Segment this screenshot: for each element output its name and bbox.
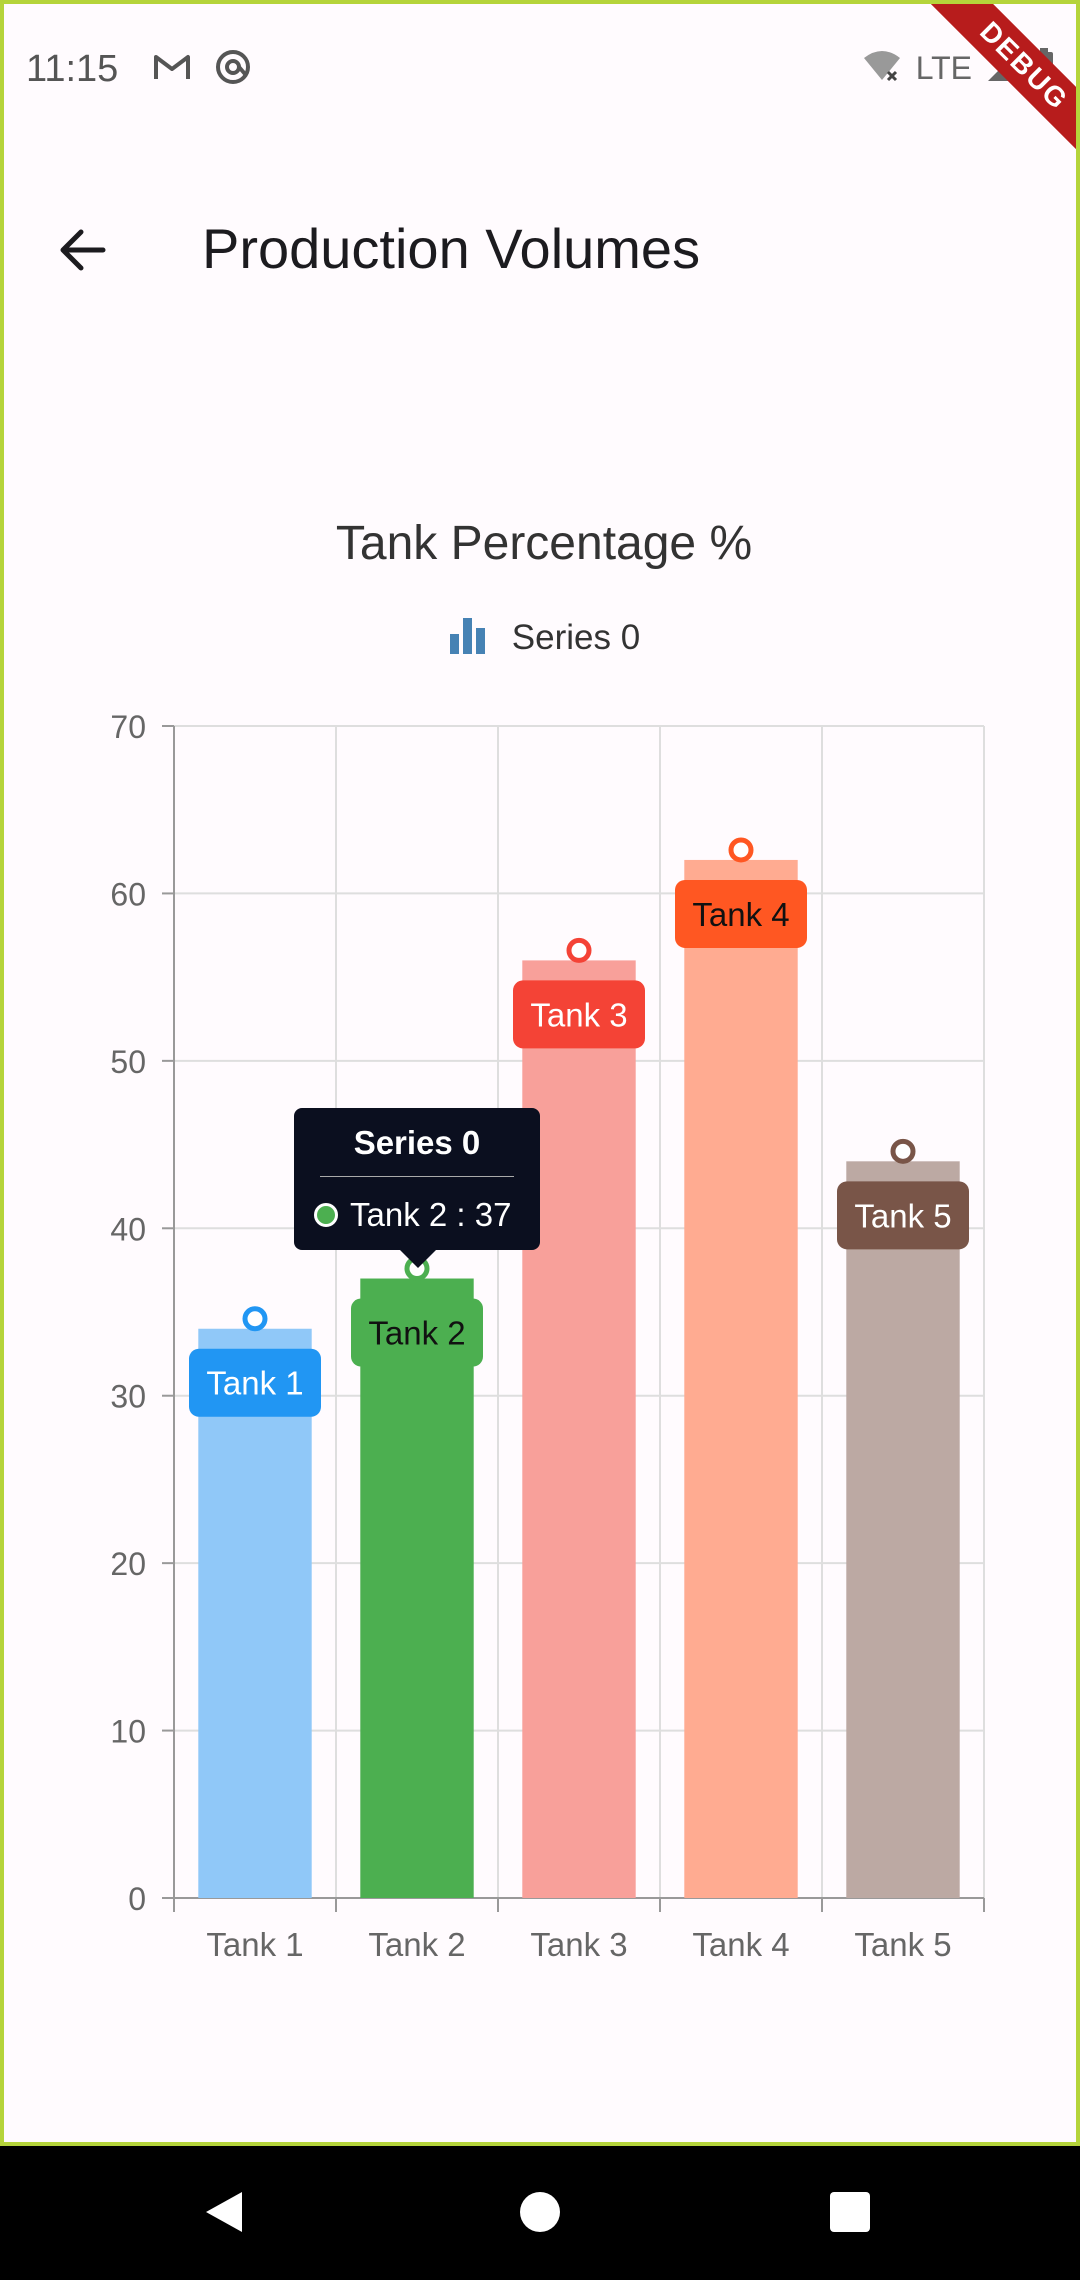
chart-legend[interactable]: Series 0 (4, 616, 1076, 659)
chart-title: Tank Percentage % (335, 517, 753, 570)
gmail-icon (152, 51, 192, 88)
data-label: Tank 3 (530, 996, 627, 1033)
wifi-off-icon (862, 50, 902, 87)
data-label-box (351, 1298, 483, 1367)
nav-back-icon (202, 2188, 246, 2241)
nav-home-button[interactable] (508, 2182, 572, 2246)
y-tick-label: 0 (128, 1881, 146, 1917)
at-sign-icon (214, 48, 252, 91)
bar[interactable] (360, 1278, 474, 1898)
data-label-box (189, 1348, 321, 1417)
status-bar: 11:15 LTE DEBUG (4, 4, 1076, 174)
back-button[interactable] (44, 214, 120, 290)
nav-home-icon (518, 2190, 562, 2239)
bar[interactable] (684, 859, 798, 1898)
nav-recents-icon (828, 2190, 872, 2239)
nav-back-button[interactable] (192, 2182, 256, 2246)
data-marker (728, 837, 754, 863)
status-notifications (152, 48, 252, 91)
status-time: 11:15 (26, 48, 119, 90)
y-tick-label: 60 (110, 876, 146, 912)
y-tick-label: 70 (110, 709, 146, 745)
x-tick-label: Tank 4 (692, 1926, 789, 1963)
data-label: Tank 4 (692, 896, 789, 933)
data-label: Tank 5 (854, 1197, 951, 1234)
data-marker (566, 937, 592, 963)
page-title: Production Volumes (202, 217, 701, 280)
data-label-box (513, 980, 645, 1049)
legend-label: Series 0 (511, 617, 641, 657)
tooltip-row: Tank 2 : 37 (314, 1196, 511, 1234)
y-tick-label: 10 (110, 1714, 146, 1750)
y-tick-label: 50 (110, 1044, 146, 1080)
chart-tooltip: Series 0 Tank 2 : 37 (294, 1108, 540, 1268)
navigation-bar (0, 2146, 1080, 2280)
data-marker (890, 1138, 916, 1164)
y-tick-label: 30 (110, 1379, 146, 1415)
data-label-box (675, 879, 807, 948)
bar-chart-icon (448, 616, 488, 659)
x-tick-label: Tank 5 (854, 1926, 951, 1963)
tooltip-text: Tank 2 : 37 (350, 1196, 512, 1233)
bar[interactable] (846, 1161, 960, 1898)
tooltip-divider (320, 1176, 514, 1177)
tooltip-title: Series 0 (353, 1124, 481, 1161)
bar-chart[interactable]: 0 10 20 30 40 50 60 70 Tank 1 Tank 1 Tank 2 Tank 2 T… (4, 684, 1080, 1984)
data-marker (242, 1306, 268, 1332)
tooltip-arrow (400, 1250, 436, 1268)
bar[interactable] (522, 960, 636, 1898)
x-tick-label: Tank 2 (368, 1926, 465, 1963)
app-frame: 11:15 LTE DEBUG (0, 0, 1080, 2146)
x-tick-label: Tank 1 (206, 1926, 303, 1963)
bar[interactable] (198, 1328, 312, 1898)
data-label: Tank 2 (368, 1315, 465, 1352)
tooltip-series-dot (314, 1203, 338, 1227)
x-tick-label: Tank 3 (530, 1926, 627, 1963)
network-type: LTE (915, 50, 972, 86)
data-label: Tank 1 (206, 1365, 303, 1402)
app-bar: Production Volumes (4, 164, 1076, 334)
y-tick-label: 20 (110, 1546, 146, 1582)
data-label-box (837, 1181, 969, 1250)
nav-recents-button[interactable] (818, 2182, 882, 2246)
y-tick-label: 40 (110, 1211, 146, 1247)
arrow-left-icon (57, 228, 107, 277)
